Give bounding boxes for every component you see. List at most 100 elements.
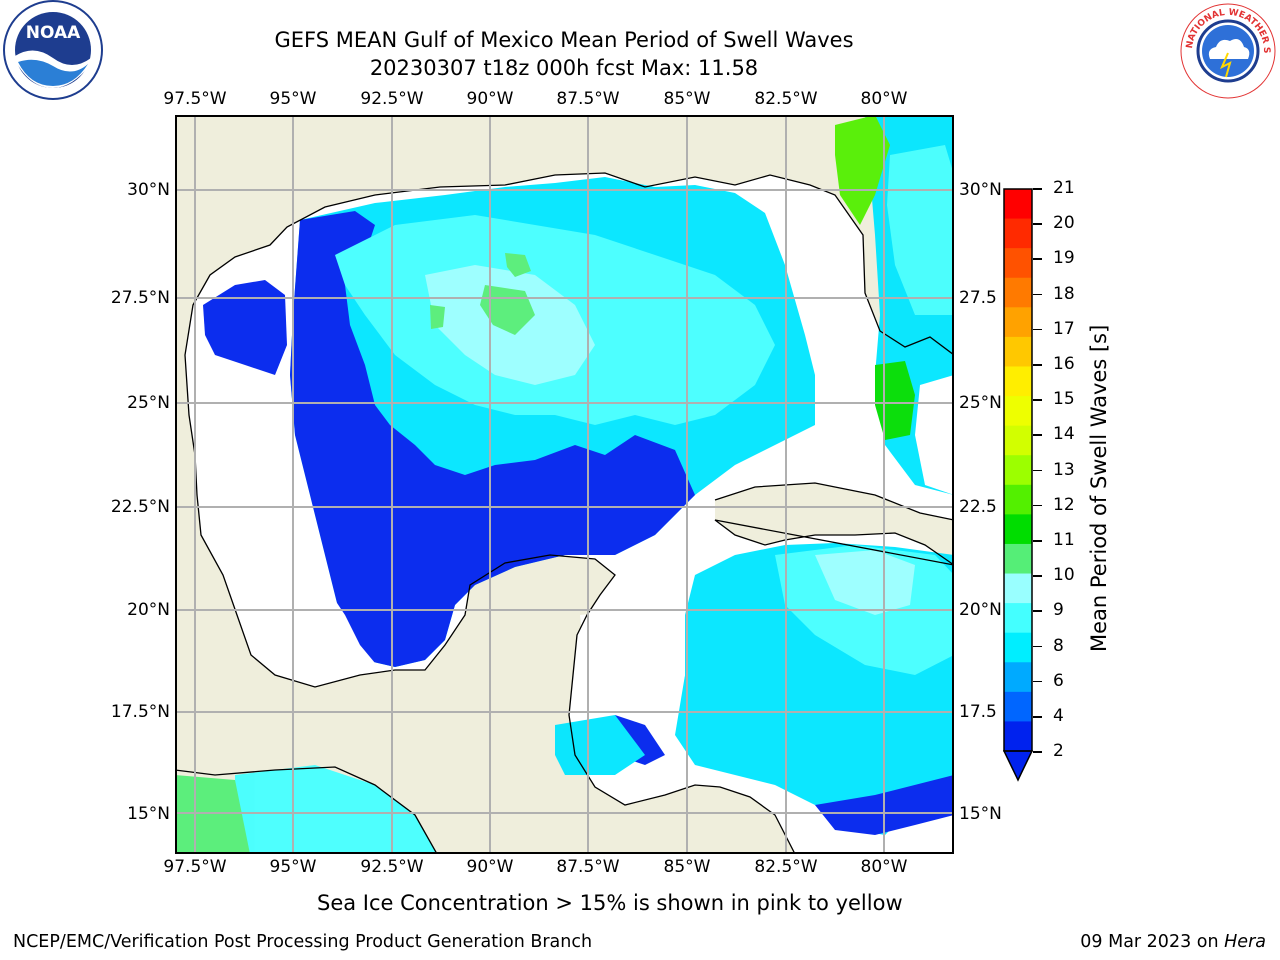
lon-label-bottom: 87.5°W [556,857,620,877]
colorbar-tick-label: 13 [1053,459,1075,480]
colorbar-tick [1033,716,1042,718]
chart-title-line1: GEFS MEAN Gulf of Mexico Mean Period of … [274,28,854,52]
lon-label-bottom: 90°W [466,857,514,877]
lon-label-bottom: 80°W [860,857,908,877]
colorbar-cell [1004,366,1032,397]
colorbar-tick-label: 10 [1053,565,1075,586]
colorbar-cell [1004,277,1032,308]
colorbar-tick [1033,680,1042,683]
colorbar-tick-label: 12 [1053,494,1075,515]
lat-label-left: 30°N [127,180,170,200]
colorbar-tick-label: 6 [1053,670,1064,691]
lon-label-bottom: 82.5°W [754,857,818,877]
colorbar-cell [1004,691,1032,722]
lat-label-right: 27.5 [959,288,997,308]
lat-label-left: 15°N [127,804,170,824]
lat-label-right: 25°N [959,393,1002,413]
colorbar-tick [1033,645,1042,648]
colorbar-cell [1004,336,1032,367]
colorbar-tick-label: 4 [1053,706,1064,726]
colorbar-cell [1004,248,1032,279]
lat-label-right: 20°N [959,600,1002,620]
colorbar-title: Mean Period of Swell Waves [s] [1087,324,1111,652]
lat-label-left: 20°N [127,600,170,620]
svg-text:NOAA: NOAA [26,23,81,43]
land-cuba [715,483,954,565]
lat-label-right: 30°N [959,180,1002,200]
colorbar-cell [1004,189,1032,220]
lon-label-bottom: 97.5°W [163,857,227,877]
colorbar-tick-label: 20 [1053,213,1075,234]
colorbar-tick-label: 15 [1053,389,1075,410]
lon-label-bottom: 92.5°W [360,857,424,877]
lat-label-left: 22.5°N [110,497,170,517]
lon-label-top: 97.5°W [163,89,227,109]
lat-label-right: 15°N [959,804,1002,824]
lat-label-left: 25°N [127,393,170,413]
colorbar-tick-label: 19 [1053,248,1075,269]
colorbar-tick-label: 9 [1053,600,1064,621]
colorbar-tick [1033,504,1042,507]
lat-label-left: 17.5°N [110,702,170,722]
colorbar-tick [1033,434,1042,436]
colorbar-tick [1033,610,1042,612]
nws-logo: NATIONAL WEATHER SERVICE [1178,1,1276,99]
colorbar-cell [1004,721,1032,752]
lon-label-top: 80°W [860,89,908,109]
colorbar-tick [1033,469,1042,472]
colorbar-cell [1004,425,1032,456]
colorbar-tick-label: 14 [1053,424,1075,445]
colorbar-cell [1004,543,1032,575]
lon-label-top: 95°W [269,89,317,109]
chart-title-line2: 20230307 t18z 000h fcst Max: 11.58 [369,56,759,80]
colorbar-cell [1004,484,1032,515]
lon-label-top: 92.5°W [360,89,424,109]
colorbar-cell [1004,307,1032,338]
map-grid [175,115,954,854]
colorbar-cell [1004,662,1032,693]
lat-label-right: 17.5 [959,702,997,722]
colorbar-tick [1033,364,1042,366]
colorbar-tick-label: 8 [1053,635,1064,656]
colorbar-tick-label: 2 [1053,741,1064,762]
colorbar-tick-label: 18 [1053,283,1075,304]
lon-label-top: 85°W [663,89,711,109]
footer-left: NCEP/EMC/Verification Post Processing Pr… [13,932,593,952]
lon-label-top: 82.5°W [754,89,818,109]
colorbar-tick-label: 17 [1053,318,1075,339]
coastline-cuba [714,482,954,566]
footer-host: Hera [1224,932,1266,952]
colorbar-tick-label: 16 [1053,354,1075,374]
footer-date: 09 Mar 2023 on [1080,932,1225,952]
lon-label-top: 87.5°W [556,89,620,109]
lat-label-left: 27.5°N [110,288,170,308]
colorbar-tick [1033,293,1042,296]
lon-label-bottom: 85°W [663,857,711,877]
colorbar-tick [1033,751,1042,753]
colorbar-cell [1004,455,1032,486]
colorbar-tick [1033,258,1042,260]
lon-label-bottom: 95°W [269,857,317,877]
footer-right: 09 Mar 2023 on Hera [1080,932,1266,952]
colorbar [1003,188,1034,782]
colorbar-cell [1004,514,1032,545]
coastline-pacific [175,766,438,854]
colorbar-cell [1004,396,1032,427]
colorbar-tick-label: 21 [1053,178,1075,198]
colorbar-tick [1033,223,1042,225]
colorbar-cell [1004,218,1032,249]
colorbar-tick-label: 11 [1053,530,1075,550]
colorbar-cell [1004,603,1032,634]
lat-label-right: 22.5 [959,497,997,517]
colorbar-cell [1004,632,1032,663]
swell-period-map [175,115,954,854]
colorbar-cell [1004,573,1032,604]
colorbar-tick [1033,399,1042,401]
coastline-gulf [184,172,954,854]
colorbar-extend-arrow [1003,750,1034,782]
noaa-logo: NOAA [3,0,103,100]
colorbar-tick [1033,188,1042,190]
colorbar-tick [1033,328,1042,331]
colorbar-tick [1033,575,1042,577]
lon-label-top: 90°W [466,89,514,109]
